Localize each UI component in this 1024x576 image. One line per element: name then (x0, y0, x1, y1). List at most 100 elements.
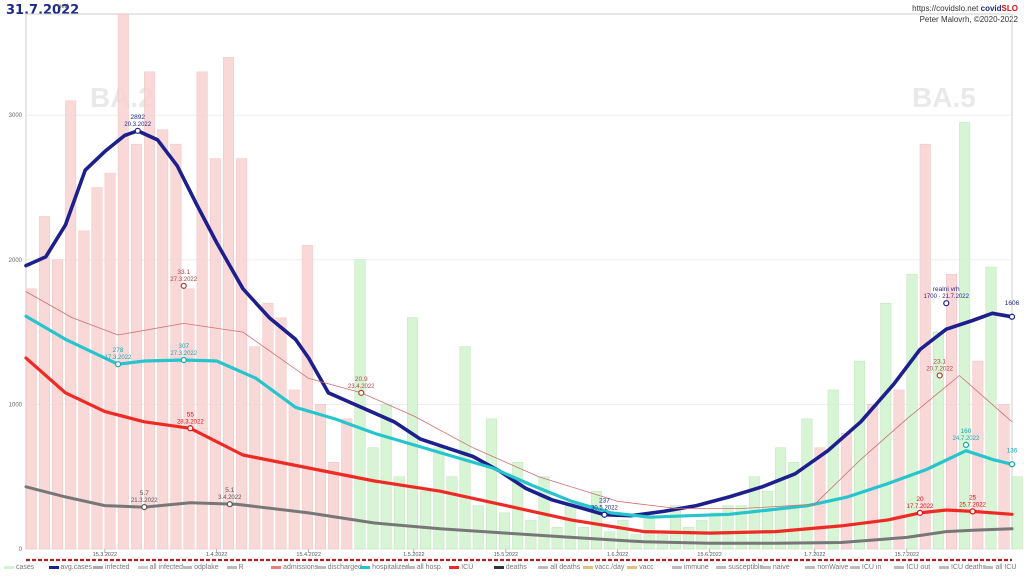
legend-label: susceptible (728, 564, 764, 571)
cases-bar (735, 505, 747, 550)
legend-item[interactable]: susceptible (716, 564, 763, 571)
legend-label: all ICU (995, 564, 1017, 571)
legend-item[interactable]: ICU out (894, 564, 930, 571)
cases-bar (854, 360, 865, 550)
legend-label: nonWaive (817, 564, 849, 571)
cases-bar (591, 490, 603, 550)
annotation-date: 21.3.2022 (131, 498, 158, 504)
cases-bar (617, 519, 629, 550)
legend-item[interactable]: avg.cases (48, 564, 92, 571)
legend-label: discharged (327, 564, 362, 571)
annotation-value: 55 (187, 411, 195, 418)
annotation-date: 30.5.2022 (591, 506, 618, 512)
cases-bar (65, 100, 77, 550)
cases-bar (880, 302, 892, 550)
cases-bar (669, 505, 681, 550)
annotation-value: 23.1 (933, 358, 946, 365)
cases-bar (196, 71, 208, 550)
legend-swatch (93, 565, 104, 569)
y-tick-label: 1000 (9, 402, 23, 408)
legend-swatch (360, 565, 371, 569)
annotation-value: 160 (961, 428, 972, 435)
legend-item[interactable]: admissions (271, 564, 318, 571)
legend-swatch (983, 565, 994, 569)
x-tick-label: 15.6.2022 (697, 552, 721, 558)
annotation-marker (180, 356, 187, 364)
legend-swatch (938, 565, 949, 569)
x-tick-label: 1.7.2022 (804, 552, 825, 558)
legend-item[interactable]: ICU in (849, 564, 881, 571)
legend-item[interactable]: vacc./day (582, 564, 625, 571)
legend-swatch (582, 565, 593, 569)
cases-bar (775, 447, 787, 550)
x-tick-label: 15.7.2022 (895, 552, 919, 558)
cases-bar (985, 266, 997, 550)
cases-bar (472, 505, 484, 550)
annotation-value: 136 (1007, 447, 1018, 454)
cases-bar (170, 143, 182, 550)
legend-item[interactable]: deaths (493, 564, 527, 571)
cases-bar (222, 57, 234, 550)
cases-bar (367, 447, 379, 550)
legend-item[interactable]: cases (4, 564, 34, 571)
x-tick-label: 1.6.2022 (607, 552, 628, 558)
legend-item[interactable]: R (226, 564, 244, 571)
annotation-value: 2892 (131, 114, 146, 121)
legend-item[interactable]: odplake (182, 564, 219, 571)
cases-bar (906, 274, 918, 550)
legend-label: admissions (283, 564, 319, 571)
legend-item[interactable]: all infected (137, 564, 183, 571)
legend-label: ICU out (906, 564, 931, 571)
cases-bar (315, 404, 326, 550)
legend-label: vacc./day (594, 564, 625, 571)
annotation-value: realni vrh (933, 286, 960, 293)
legend-swatch (315, 565, 326, 569)
legend-item[interactable]: infected (93, 564, 130, 571)
legend-item[interactable]: hospitalized (360, 564, 409, 571)
cases-bar (762, 490, 773, 550)
annotation-value: 20.9 (355, 376, 368, 383)
legend-swatch (894, 565, 905, 569)
cases-bar (683, 527, 695, 550)
legend-swatch (48, 565, 59, 569)
legend-item[interactable]: ICU deaths (938, 564, 986, 571)
y-tick-label: 2000 (9, 258, 23, 264)
legend-item[interactable]: vacc (627, 564, 654, 571)
annotation-date: 20.7.2022 (926, 366, 953, 372)
legend-label: ICU (461, 564, 474, 571)
annotation-date: 17.3.2022 (105, 355, 132, 361)
legend-swatch (716, 565, 727, 569)
source-url[interactable]: https://covidslo.net (912, 4, 979, 13)
cases-bar (301, 245, 313, 550)
legend-item[interactable]: all deaths (538, 564, 580, 571)
legend-swatch (671, 565, 682, 569)
annotation-date: 20.3.2022 (124, 122, 151, 128)
cases-bar (328, 462, 340, 550)
legend-item[interactable]: nonWaive (805, 564, 848, 571)
series-line-icu (24, 356, 1014, 535)
legend-item[interactable]: all ICU (983, 564, 1016, 571)
legend-label: hospitalized (372, 564, 410, 571)
annotation-date: 27.3.2022 (170, 277, 197, 283)
legend-item[interactable]: discharged (315, 564, 362, 571)
legend-item[interactable]: naive (760, 564, 790, 571)
legend-label: all deaths (550, 564, 581, 571)
legend-item[interactable]: ICU (449, 564, 473, 571)
cases-bar (25, 288, 37, 550)
credit-block: https://covidslo.net covidSLO Peter Malo… (912, 3, 1018, 25)
annotation-date: 24.7.2022 (953, 436, 980, 442)
legend-item[interactable]: all hosp. (404, 564, 443, 571)
annotation-marker (1008, 461, 1016, 468)
legend-swatch (271, 565, 282, 569)
legend-item[interactable]: immune (671, 564, 709, 571)
cases-bar (814, 447, 826, 550)
legend-swatch (493, 565, 504, 569)
legend-swatch (404, 565, 415, 569)
annotation-marker (962, 441, 970, 448)
y-tick-label: 0 (19, 547, 23, 553)
annotation-marker (180, 282, 187, 289)
cases-bar (709, 512, 721, 550)
legend-swatch (137, 565, 148, 569)
annotation-marker (226, 501, 233, 508)
legend: cases avg.cases infected all infected odplak… (0, 561, 1024, 575)
